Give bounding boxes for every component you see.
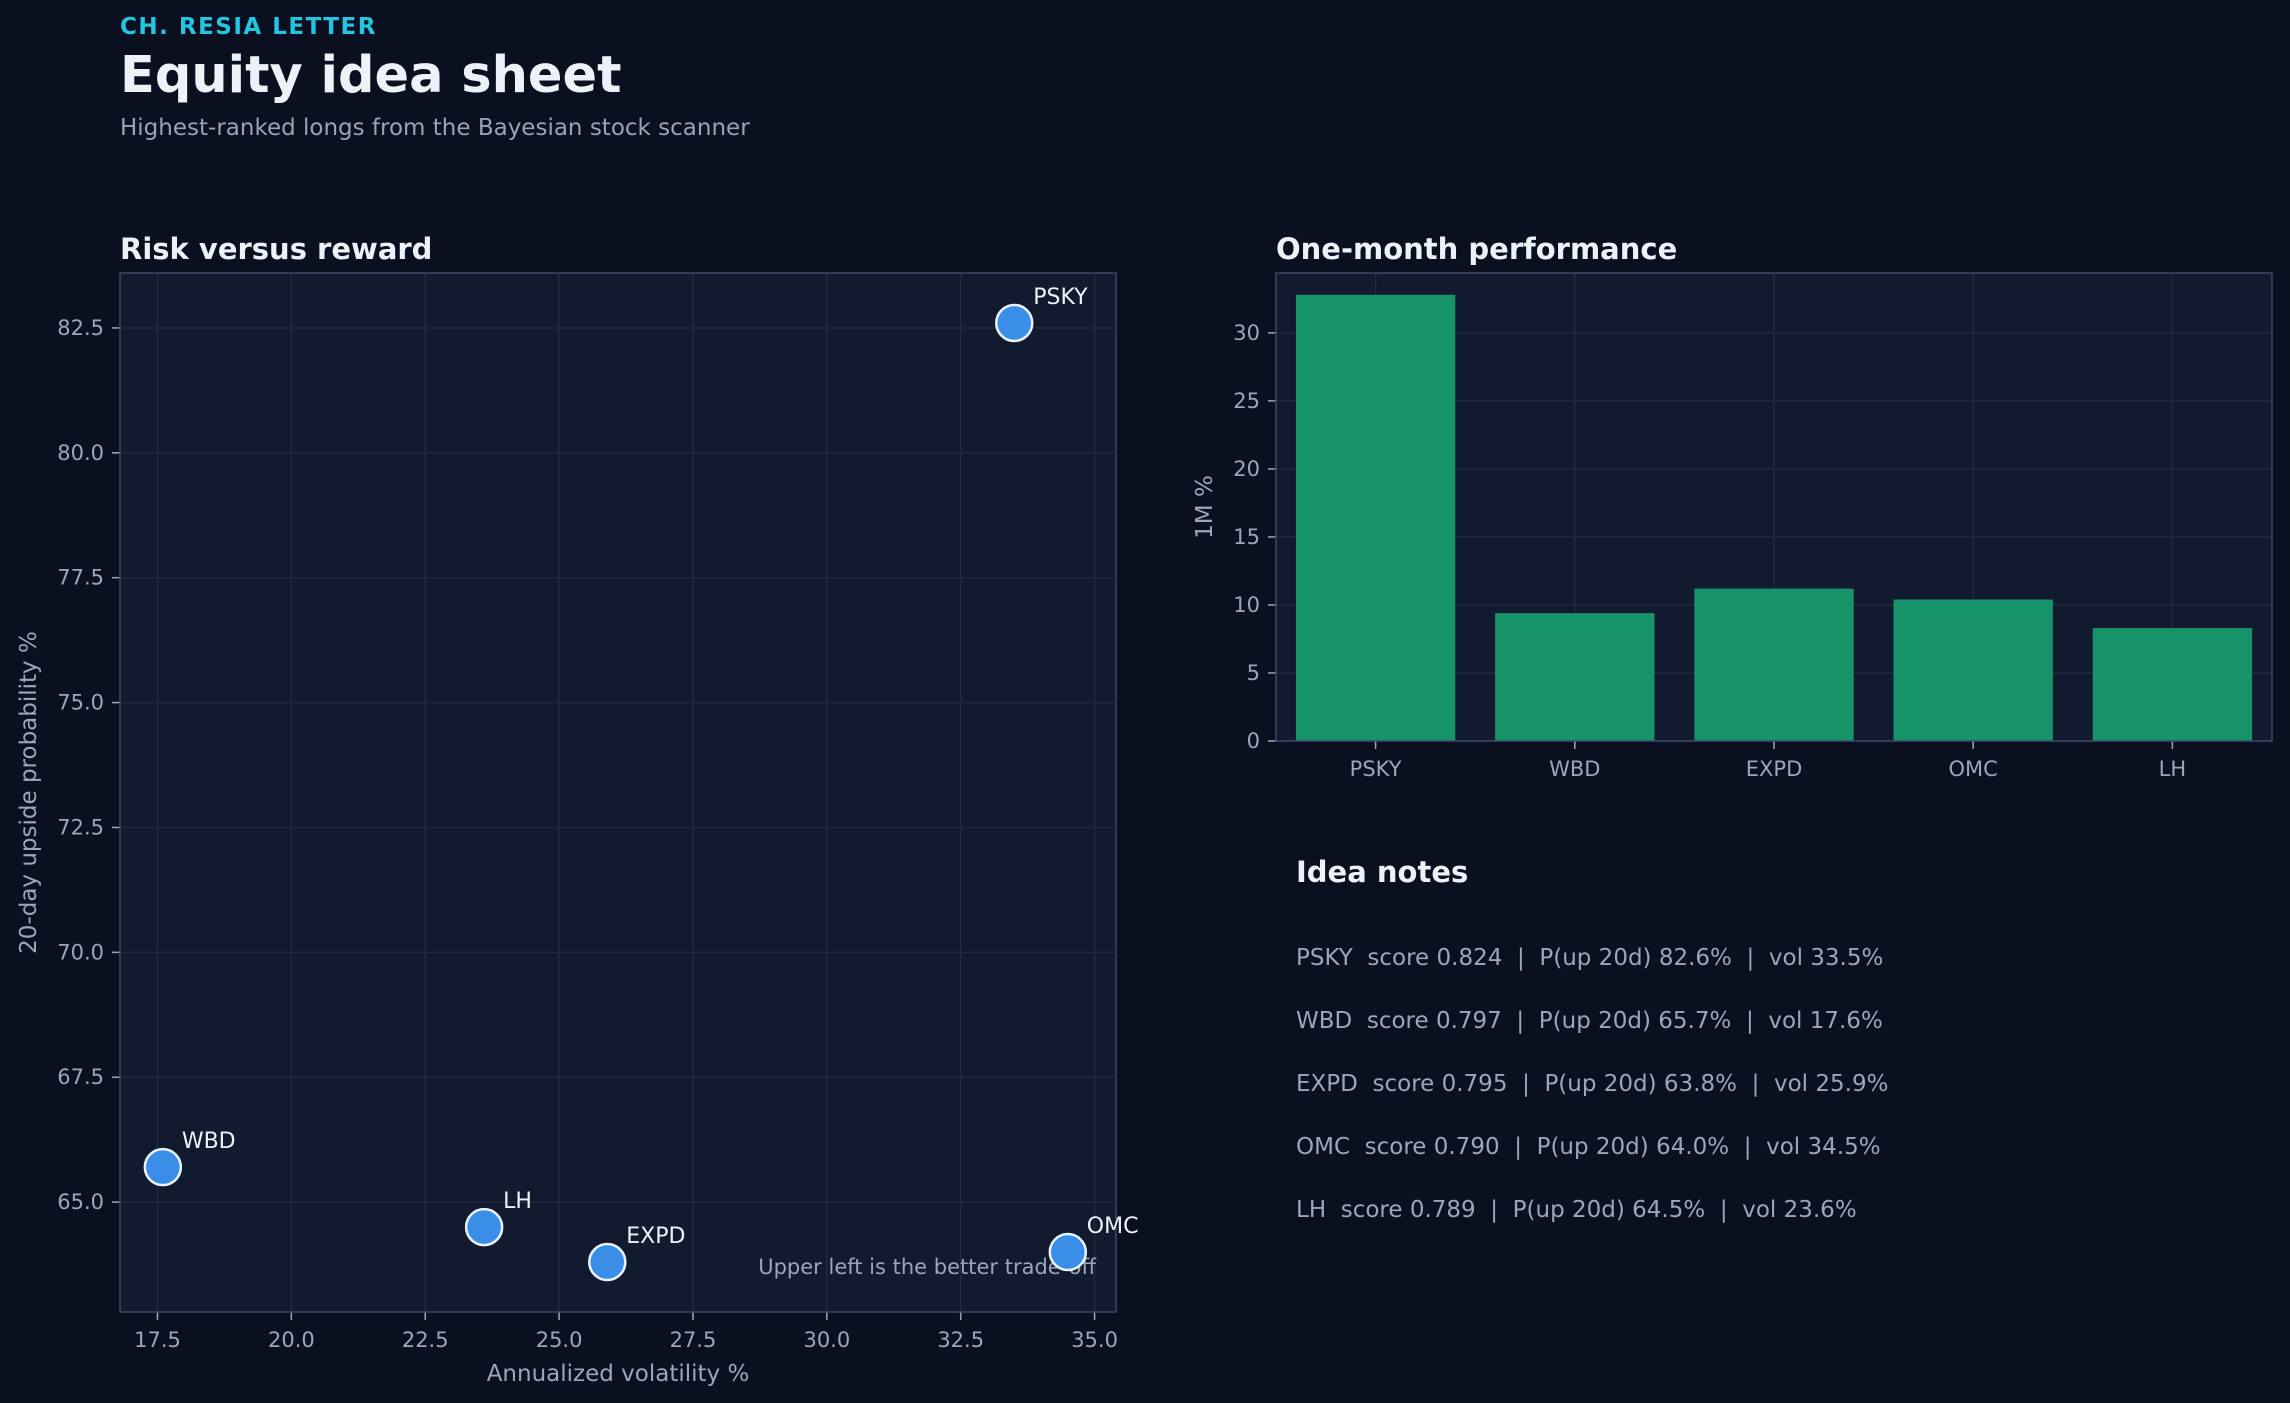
scatter-point [143, 1147, 183, 1187]
note-item: WBD score 0.797 | P(up 20d) 65.7% | vol … [1296, 1008, 1883, 1034]
bar-x-tick-label: PSKY [1350, 757, 1402, 781]
kicker: CH. RESIA LETTER [120, 14, 377, 40]
notes-title: Idea notes [1296, 855, 1469, 889]
scatter-frame [119, 272, 1117, 1313]
note-item: EXPD score 0.795 | P(up 20d) 63.8% | vol… [1296, 1071, 1889, 1097]
bar-frame [1275, 272, 2273, 742]
bar-x-tick-label: LH [2159, 757, 2187, 781]
scatter-y-tick-label: 72.5 [57, 815, 104, 839]
scatter-x-tick-label: 25.0 [536, 1328, 583, 1352]
scatter-x-tick-label: 17.5 [134, 1328, 181, 1352]
scatter-x-tick-label: 30.0 [803, 1328, 850, 1352]
scatter-x-tick-label: 20.0 [268, 1328, 315, 1352]
scatter-point [464, 1207, 504, 1247]
notes-list: PSKY score 0.824 | P(up 20d) 82.6% | vol… [1296, 940, 1888, 1255]
scatter-point [588, 1242, 627, 1282]
scatter-point-label: WBD [182, 1129, 236, 1154]
scatter-x-axis-label: Annualized volatility % [487, 1361, 750, 1387]
scatter-point-label: EXPD [626, 1224, 685, 1249]
scatter-y-tick-label: 67.5 [57, 1065, 104, 1089]
page-title: Equity idea sheet [120, 46, 622, 105]
bar-y-tick-label: 10 [1233, 593, 1260, 617]
bar-y-axis-label: 1M % [1192, 475, 1218, 539]
bar [2092, 628, 2253, 741]
scatter-y-tick-label: 70.0 [57, 940, 104, 964]
bar-chart-title: One-month performance [1276, 232, 1678, 266]
bar [1495, 613, 1655, 741]
scatter-y-tick-label: 80.0 [57, 441, 104, 465]
scatter-y-tick-label: 82.5 [57, 316, 104, 340]
bar-y-tick-label: 25 [1233, 389, 1260, 413]
bar-y-tick-label: 5 [1247, 661, 1260, 685]
scatter-chart-title: Risk versus reward [120, 232, 433, 266]
bar [1295, 294, 1456, 741]
scatter-annotation: Upper left is the better trade-off [758, 1255, 1096, 1279]
bar-y-tick-label: 0 [1247, 729, 1260, 753]
scatter-point [995, 303, 1034, 343]
bar-y-tick-label: 15 [1233, 525, 1260, 549]
note-item: LH score 0.789 | P(up 20d) 64.5% | vol 2… [1296, 1197, 1857, 1223]
scatter-x-tick-label: 35.0 [1071, 1328, 1118, 1352]
scatter-point-label: OMC [1087, 1214, 1139, 1239]
scatter-x-tick-label: 27.5 [670, 1328, 717, 1352]
bar-x-tick-label: OMC [1949, 757, 1998, 781]
bar-y-tick-label: 30 [1233, 321, 1260, 345]
scatter-y-axis-label: 20-day upside probability % [16, 631, 42, 954]
bar-x-tick-label: EXPD [1746, 757, 1803, 781]
scatter-point [1048, 1232, 1088, 1272]
scatter-point-label: PSKY [1033, 285, 1088, 310]
scatter-plot-area [120, 273, 1116, 1312]
bar [1893, 599, 2053, 741]
scatter-x-tick-label: 22.5 [402, 1328, 449, 1352]
scatter-y-tick-label: 77.5 [57, 566, 104, 590]
scatter-y-tick-label: 65.0 [57, 1190, 104, 1214]
scatter-x-tick-label: 32.5 [937, 1328, 984, 1352]
bar-y-tick-label: 20 [1233, 457, 1260, 481]
note-item: OMC score 0.790 | P(up 20d) 64.0% | vol … [1296, 1134, 1881, 1160]
bar-x-tick-label: WBD [1549, 757, 1600, 781]
scatter-y-tick-label: 75.0 [57, 691, 104, 715]
page-subtitle: Highest-ranked longs from the Bayesian s… [120, 115, 750, 141]
scatter-point-label: LH [503, 1189, 532, 1214]
bar [1694, 588, 1854, 741]
note-item: PSKY score 0.824 | P(up 20d) 82.6% | vol… [1296, 945, 1884, 971]
